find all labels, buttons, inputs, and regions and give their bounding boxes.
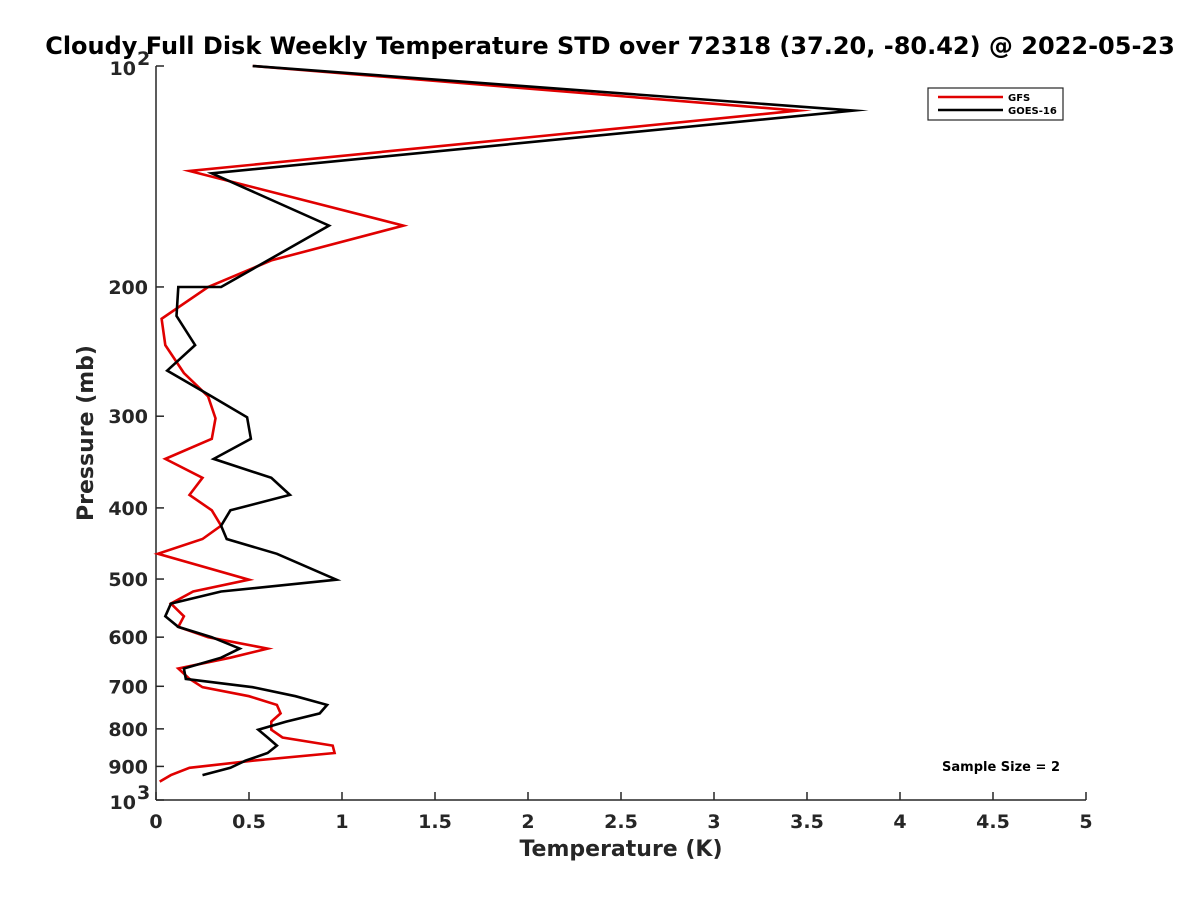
y-tick-label: 10	[110, 58, 136, 80]
y-tick-label: 200	[108, 277, 148, 299]
x-tick-label: 5	[1079, 811, 1092, 833]
y-tick-label: 900	[108, 756, 148, 778]
x-tick-label: 3	[707, 811, 720, 833]
x-tick-label: 1	[335, 811, 348, 833]
y-axis-label: Pressure (mb)	[74, 345, 99, 521]
legend-label-gfs: GFS	[1008, 93, 1030, 104]
sample-size-annotation: Sample Size = 2	[942, 760, 1060, 775]
y-tick-label: 400	[108, 498, 148, 520]
y-tick-label: 300	[108, 406, 148, 428]
x-tick-label: 2	[521, 811, 534, 833]
x-tick-label: 0.5	[232, 811, 266, 833]
y-tick-label: 500	[108, 569, 148, 591]
x-tick-label: 4.5	[976, 811, 1010, 833]
x-tick-label: 0	[149, 811, 162, 833]
x-tick-label: 2.5	[604, 811, 638, 833]
x-axis-label: Temperature (K)	[519, 837, 722, 862]
x-tick-label: 3.5	[790, 811, 824, 833]
y-tick-label: 10	[110, 792, 136, 814]
y-tick-label-exponent: 2	[137, 48, 150, 70]
legend-label-goes16: GOES-16	[1008, 106, 1057, 117]
legend-box	[927, 87, 1064, 121]
y-tick-label: 600	[108, 627, 148, 649]
y-tick-label-exponent: 3	[137, 782, 150, 804]
series-line-goes-16	[163, 64, 869, 777]
y-tick-label: 800	[108, 719, 148, 741]
x-axis-ticks: 0 0.5 1 1.5 2 2.5 3 3.5 4 4.5 5	[149, 792, 1093, 833]
x-tick-label: 4	[893, 811, 906, 833]
y-tick-label: 700	[108, 676, 148, 698]
x-tick-label: 1.5	[418, 811, 452, 833]
series-line-gfs	[153, 64, 813, 783]
legend: GFS GOES-16	[927, 87, 1064, 121]
series-lines	[153, 64, 869, 783]
chart-title: Cloudy Full Disk Weekly Temperature STD …	[45, 32, 1175, 60]
